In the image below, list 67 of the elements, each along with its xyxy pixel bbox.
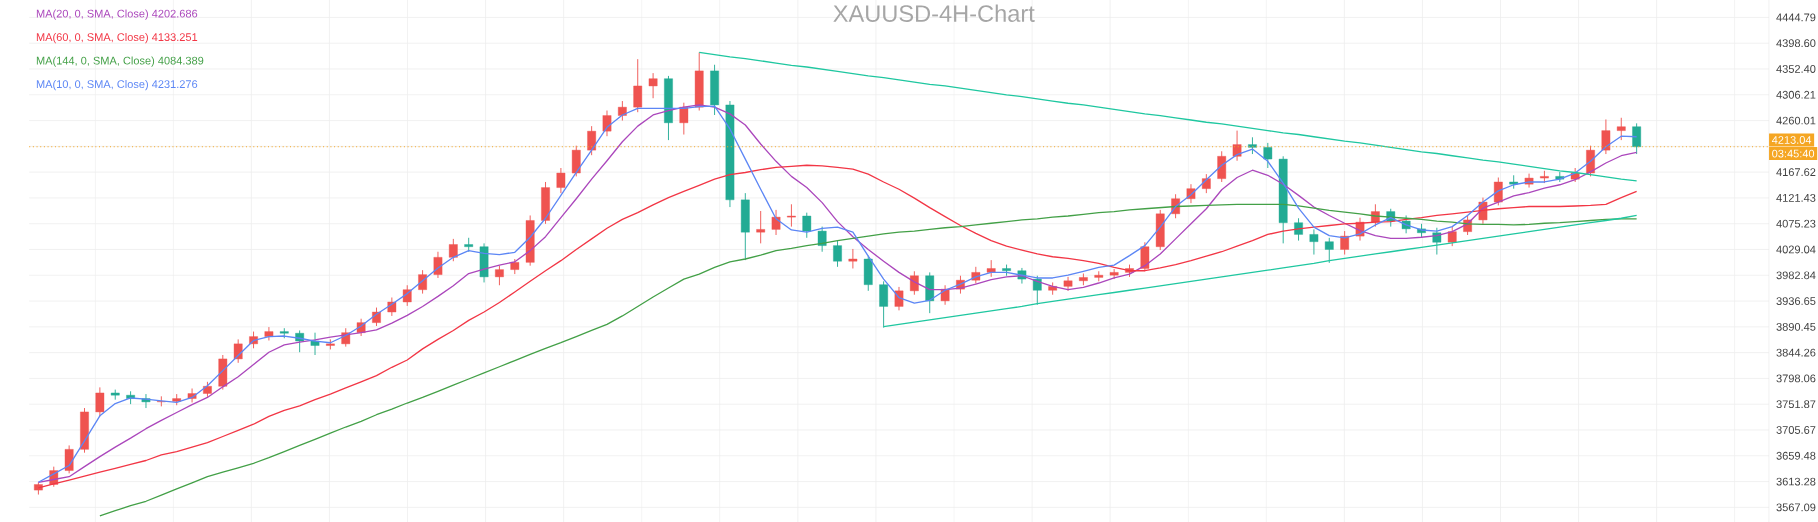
text: MA(60, 0, SMA, Close) 4133.251 — [36, 32, 198, 43]
candlestick — [1201, 173, 1211, 194]
candlestick — [1263, 142, 1273, 169]
y-tick-label: 4352.40 — [1776, 64, 1816, 73]
y-tick-label: 4306.21 — [1776, 90, 1816, 99]
text: MA(10, 0, SMA, Close) 4231.276 — [36, 79, 198, 90]
candlestick — [756, 210, 766, 244]
candlestick — [448, 238, 458, 262]
chart-title: XAUUSD-4H-Chart — [833, 4, 1035, 22]
candlestick — [310, 331, 320, 356]
y-tick-label: 3613.28 — [1776, 477, 1816, 486]
candlestick — [264, 326, 274, 341]
candlestick — [602, 109, 612, 137]
candlestick — [618, 100, 627, 121]
y-tick-label: 3705.67 — [1776, 425, 1816, 434]
y-tick-label: 4121.43 — [1776, 193, 1816, 202]
candlestick — [64, 444, 74, 474]
candlestick — [1340, 230, 1349, 255]
candlestick — [1063, 276, 1073, 292]
y-tick-label: 4167.62 — [1776, 168, 1816, 176]
candlestick — [587, 125, 596, 156]
y-tick-label: 3890.45 — [1776, 322, 1816, 331]
text: MA(144, 0, SMA, Close) 4084.389 — [36, 56, 204, 67]
y-tick-label: 3751.87 — [1776, 400, 1816, 408]
candlestick — [1586, 144, 1595, 177]
text: 03:45:40 — [1772, 149, 1815, 158]
candlestick — [1632, 122, 1641, 155]
candlestick — [894, 286, 904, 311]
candlestick — [1493, 176, 1503, 206]
candlestick — [817, 225, 827, 252]
candlestick — [571, 144, 581, 177]
y-tick-label: 4260.01 — [1776, 116, 1816, 125]
candlestick — [495, 265, 504, 286]
y-tick-label: 3798.06 — [1776, 374, 1816, 383]
y-tick-label: 3936.65 — [1776, 296, 1816, 305]
candlestick — [833, 239, 842, 268]
candlestick — [879, 280, 888, 328]
candlestick — [1601, 118, 1611, 155]
y-tick-label: 3567.09 — [1776, 503, 1816, 512]
candlestick — [802, 211, 812, 239]
candlestick — [1140, 241, 1150, 272]
ref-line-label: 4213.04 — [1771, 135, 1812, 144]
y-tick-label: 4029.04 — [1776, 245, 1816, 254]
y-tick-label: 3659.48 — [1776, 451, 1816, 460]
candlestick — [1232, 129, 1242, 161]
candlestick — [1309, 228, 1319, 255]
candlestick — [848, 248, 858, 269]
candlestick — [1447, 225, 1457, 247]
candlestick — [771, 209, 781, 236]
y-tick-label: 4444.79 — [1776, 13, 1816, 22]
y-tick-label: 4075.23 — [1776, 219, 1816, 228]
y-tick-label: 4398.60 — [1776, 39, 1816, 47]
y-tick-label: 3844.26 — [1776, 348, 1816, 357]
candlestick — [787, 203, 796, 227]
candlestick — [233, 338, 243, 364]
candlestick — [433, 251, 443, 279]
candlestick — [1324, 237, 1334, 264]
candlestick — [95, 386, 105, 417]
candlestick — [1032, 275, 1042, 305]
candlestick — [633, 58, 643, 113]
candlestick — [1217, 150, 1227, 183]
candlestick — [1432, 227, 1442, 255]
text: MA(20, 0, SMA, Close) 4202.686 — [36, 9, 198, 20]
candlestick — [1616, 117, 1626, 141]
candlestick — [556, 167, 566, 194]
y-tick-label: 3982.84 — [1776, 271, 1816, 279]
candlestick — [648, 72, 658, 99]
